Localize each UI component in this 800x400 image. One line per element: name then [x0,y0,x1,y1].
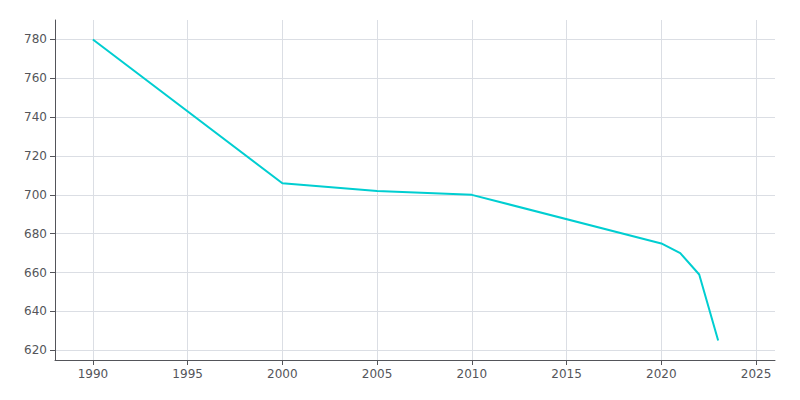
svg-text:1995: 1995 [172,367,203,381]
svg-text:700: 700 [24,188,47,202]
svg-text:740: 740 [24,110,47,124]
svg-text:2010: 2010 [457,367,488,381]
svg-text:2000: 2000 [267,367,298,381]
svg-text:680: 680 [24,227,47,241]
svg-text:2005: 2005 [362,367,393,381]
svg-text:2020: 2020 [646,367,677,381]
svg-text:1990: 1990 [78,367,109,381]
svg-text:640: 640 [24,304,47,318]
svg-text:620: 620 [24,343,47,357]
svg-text:2015: 2015 [551,367,582,381]
svg-text:2025: 2025 [741,367,772,381]
svg-text:780: 780 [24,32,47,46]
svg-text:720: 720 [24,149,47,163]
svg-text:760: 760 [24,71,47,85]
svg-text:660: 660 [24,266,47,280]
